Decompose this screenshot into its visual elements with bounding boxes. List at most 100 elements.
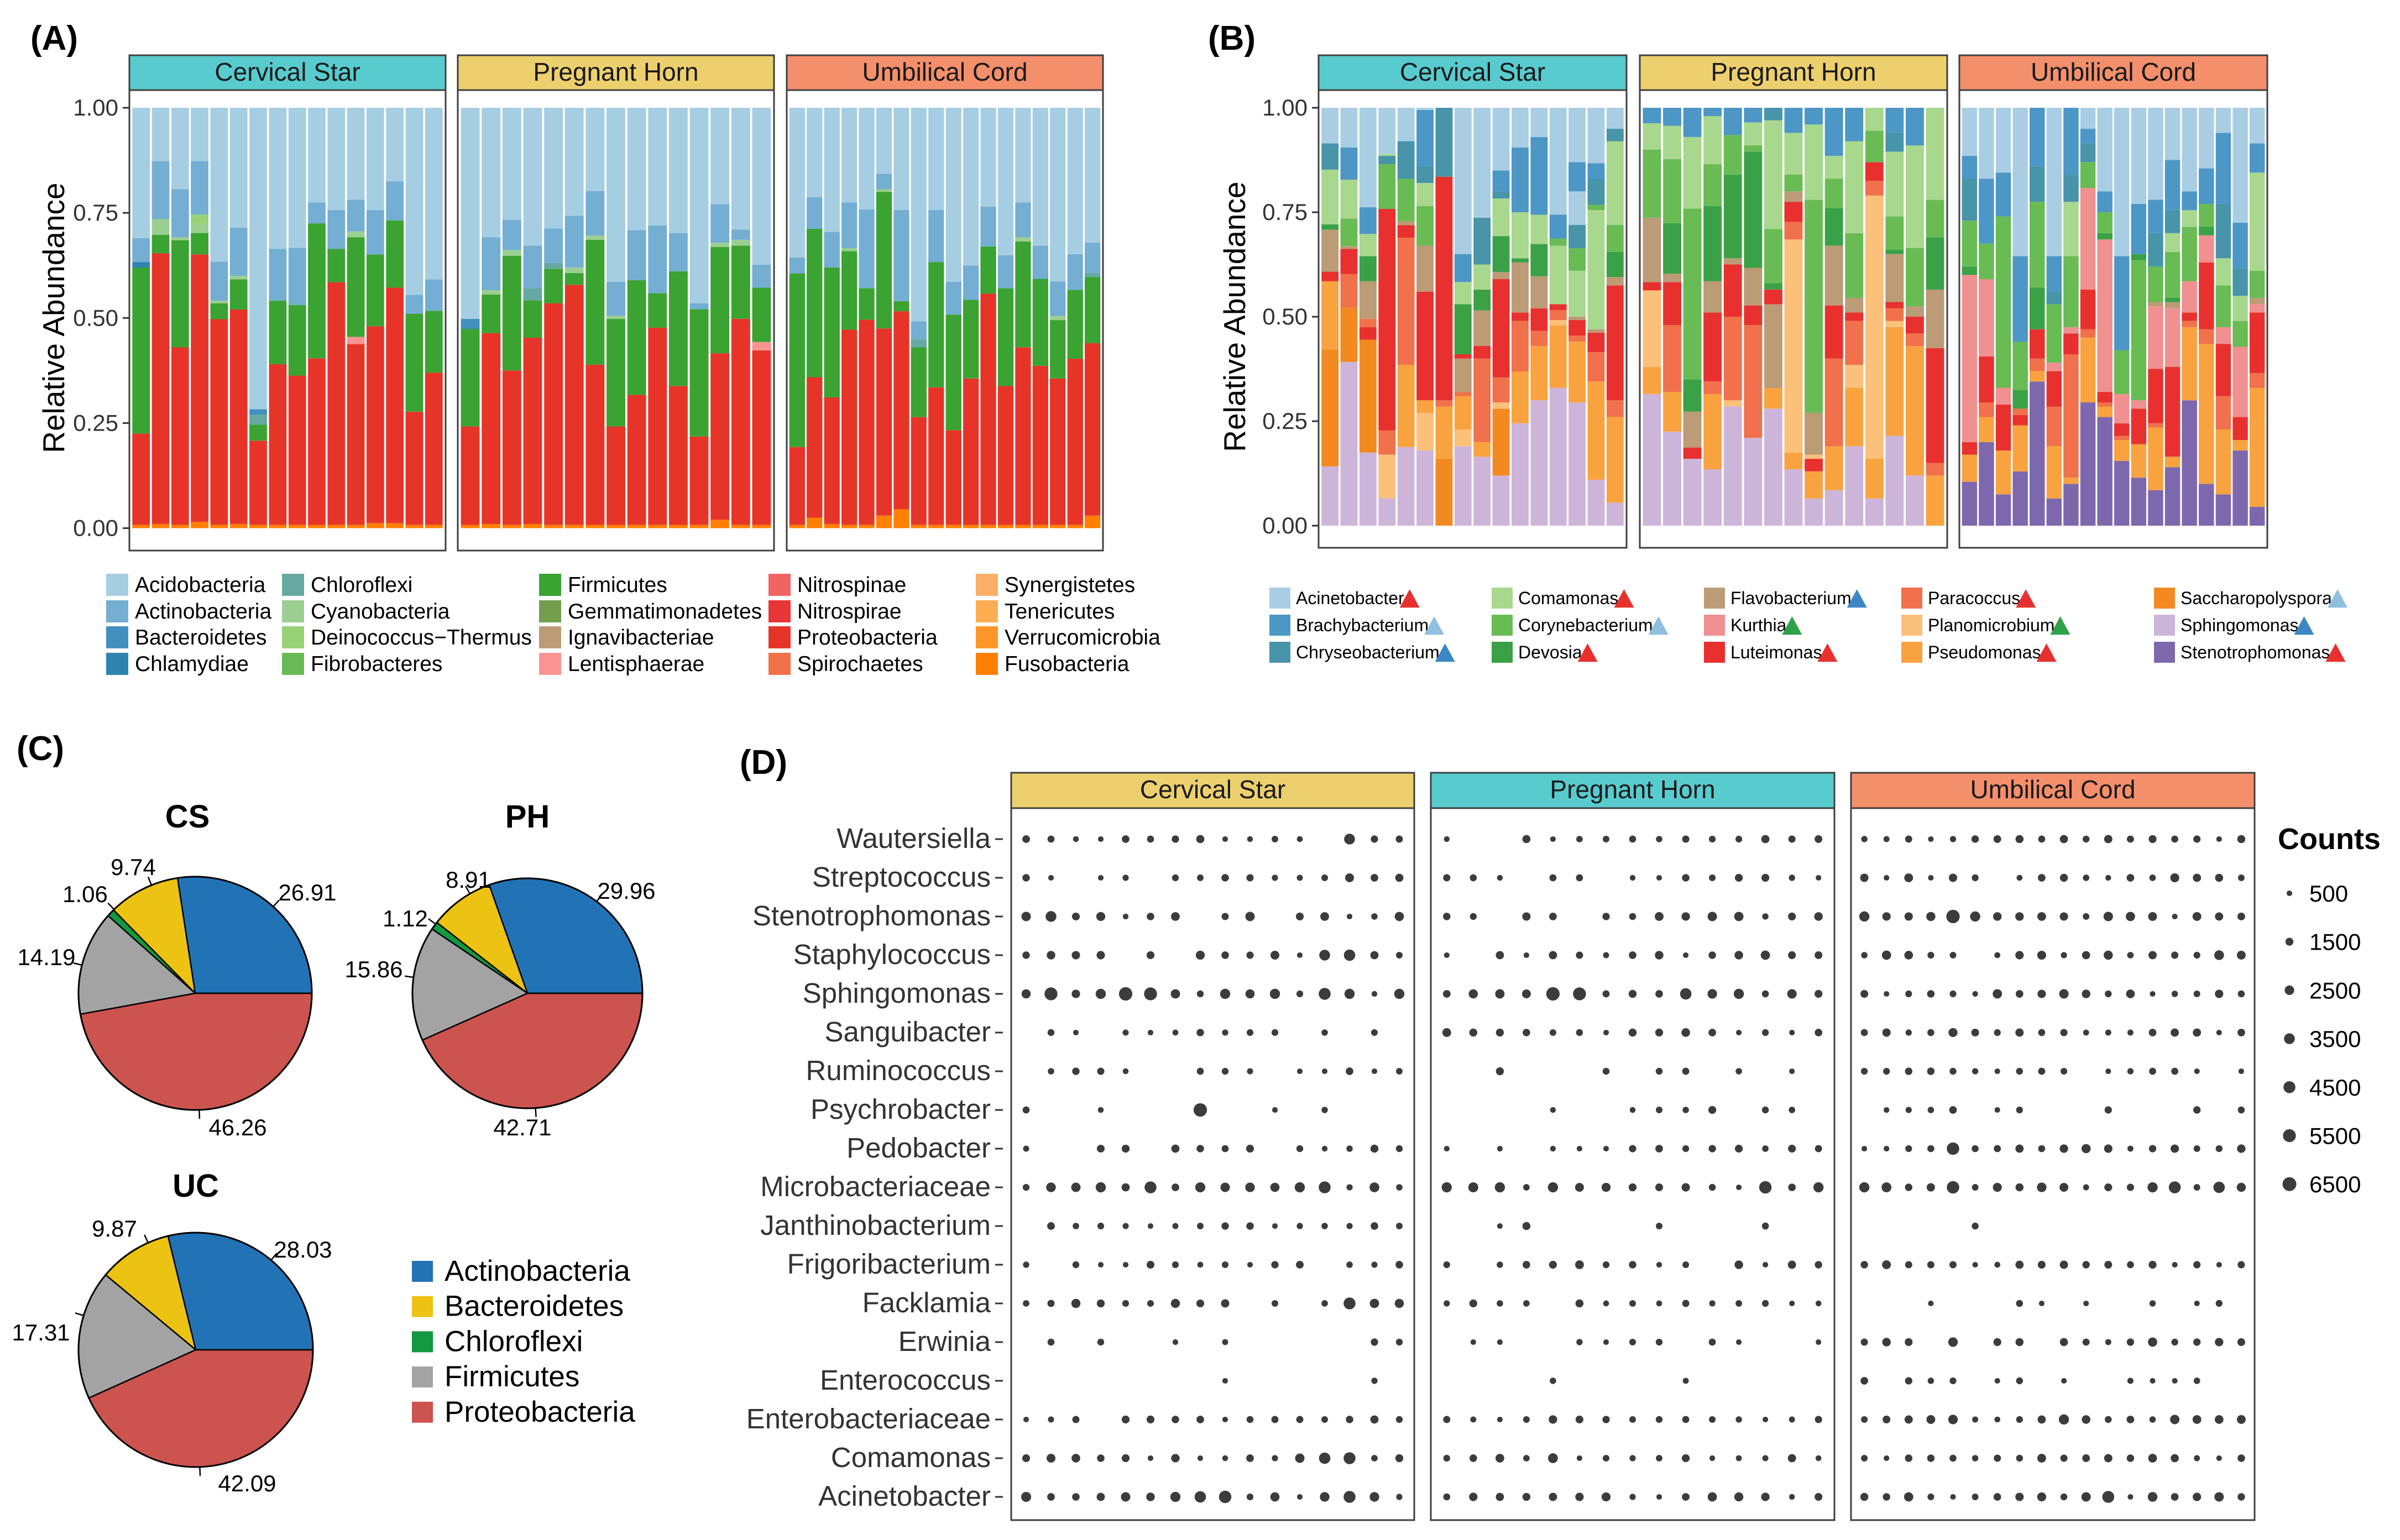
svg-text:1500: 1500 xyxy=(2309,929,2361,955)
svg-text:Ignavibacteriae: Ignavibacteriae xyxy=(568,626,714,649)
svg-text:2500: 2500 xyxy=(2309,977,2361,1003)
svg-text:0.50: 0.50 xyxy=(73,305,118,331)
svg-text:Wautersiella: Wautersiella xyxy=(836,823,991,854)
svg-text:Sphingomonas: Sphingomonas xyxy=(803,977,991,1009)
svg-text:Pseudomonas: Pseudomonas xyxy=(1928,642,2041,662)
svg-text:Umbilical Cord: Umbilical Cord xyxy=(2031,57,2196,86)
svg-text:3500: 3500 xyxy=(2309,1026,2361,1052)
svg-text:Gemmatimonadetes: Gemmatimonadetes xyxy=(568,600,762,624)
svg-text:Nitrospinae: Nitrospinae xyxy=(797,573,906,597)
svg-text:Firmicutes: Firmicutes xyxy=(568,573,667,597)
svg-text:0.00: 0.00 xyxy=(1262,512,1308,538)
svg-text:Comamonas: Comamonas xyxy=(831,1442,991,1473)
svg-text:Cyanobacteria: Cyanobacteria xyxy=(311,600,450,624)
svg-text:UC: UC xyxy=(172,1168,219,1204)
svg-text:Fusobacteria: Fusobacteria xyxy=(1005,652,1130,676)
svg-text:8.91: 8.91 xyxy=(446,867,491,893)
svg-text:Paracoccus: Paracoccus xyxy=(1928,588,2020,608)
svg-text:0.75: 0.75 xyxy=(73,200,118,226)
svg-text:42.71: 42.71 xyxy=(493,1114,551,1140)
svg-text:PH: PH xyxy=(505,799,550,835)
svg-text:(B): (B) xyxy=(1208,19,1256,57)
svg-text:Chlamydiae: Chlamydiae xyxy=(135,652,249,676)
svg-text:9.87: 9.87 xyxy=(92,1216,137,1242)
svg-text:Actinobacteria: Actinobacteria xyxy=(135,600,271,624)
svg-text:Umbilical Cord: Umbilical Cord xyxy=(1970,775,2135,804)
svg-text:Relative Abundance: Relative Abundance xyxy=(36,182,71,453)
svg-text:Facklamia: Facklamia xyxy=(862,1287,991,1318)
svg-text:Enterococcus: Enterococcus xyxy=(820,1364,991,1396)
svg-text:Proteobacteria: Proteobacteria xyxy=(445,1396,635,1428)
svg-text:Chryseobacterium: Chryseobacterium xyxy=(1296,642,1440,662)
svg-text:Actinobacteria: Actinobacteria xyxy=(445,1255,630,1287)
svg-text:Luteimonas: Luteimonas xyxy=(1730,642,1822,662)
svg-text:Synergistetes: Synergistetes xyxy=(1005,573,1135,597)
svg-text:Pregnant Horn: Pregnant Horn xyxy=(533,57,698,86)
svg-text:Saccharopolyspora: Saccharopolyspora xyxy=(2181,588,2332,608)
svg-text:0.00: 0.00 xyxy=(73,515,118,541)
svg-text:Proteobacteria: Proteobacteria xyxy=(797,626,938,649)
svg-text:Acinetobacter: Acinetobacter xyxy=(818,1480,991,1512)
svg-text:Pedobacter: Pedobacter xyxy=(846,1132,991,1164)
svg-text:14.19: 14.19 xyxy=(17,944,75,970)
svg-text:42.09: 42.09 xyxy=(218,1470,276,1496)
svg-text:Flavobacterium: Flavobacterium xyxy=(1730,588,1852,608)
svg-text:Chloroflexi: Chloroflexi xyxy=(311,573,412,597)
svg-text:28.03: 28.03 xyxy=(274,1237,332,1263)
svg-text:9.74: 9.74 xyxy=(111,854,156,880)
svg-text:1.06: 1.06 xyxy=(62,881,108,907)
svg-text:0.25: 0.25 xyxy=(73,410,118,436)
svg-text:500: 500 xyxy=(2309,881,2348,907)
svg-text:Comamonas: Comamonas xyxy=(1518,588,1618,608)
svg-text:(C): (C) xyxy=(17,730,64,768)
svg-text:Chloroflexi: Chloroflexi xyxy=(445,1325,583,1358)
svg-text:15.86: 15.86 xyxy=(344,956,402,982)
svg-text:Cervical Star: Cervical Star xyxy=(1400,57,1545,86)
svg-text:5500: 5500 xyxy=(2309,1123,2361,1149)
svg-text:Streptococcus: Streptococcus xyxy=(812,861,991,893)
svg-text:Bacteroidetes: Bacteroidetes xyxy=(135,626,266,649)
svg-text:Acidobacteria: Acidobacteria xyxy=(135,573,266,597)
svg-text:Brachybacterium: Brachybacterium xyxy=(1296,615,1429,635)
svg-text:Staphylococcus: Staphylococcus xyxy=(793,939,991,970)
svg-text:Acinetobacter: Acinetobacter xyxy=(1296,588,1404,608)
svg-text:Counts: Counts xyxy=(2278,823,2381,856)
svg-text:Stenotrophomonas: Stenotrophomonas xyxy=(2181,642,2330,662)
svg-text:Kurthia: Kurthia xyxy=(1730,615,1787,635)
svg-text:1.12: 1.12 xyxy=(383,905,428,931)
svg-text:26.91: 26.91 xyxy=(278,879,336,905)
svg-text:Psychrobacter: Psychrobacter xyxy=(811,1093,991,1125)
svg-text:Sanguibacter: Sanguibacter xyxy=(824,1016,991,1047)
svg-text:46.26: 46.26 xyxy=(208,1114,266,1140)
svg-text:Devosia: Devosia xyxy=(1518,642,1582,662)
svg-text:Microbacteriaceae: Microbacteriaceae xyxy=(760,1171,991,1202)
svg-text:Bacteroidetes: Bacteroidetes xyxy=(445,1290,624,1323)
svg-text:0.25: 0.25 xyxy=(1262,408,1308,434)
svg-text:Firmicutes: Firmicutes xyxy=(445,1360,579,1393)
svg-text:Cervical Star: Cervical Star xyxy=(1140,775,1285,804)
svg-text:Fibrobacteres: Fibrobacteres xyxy=(311,652,442,676)
svg-text:1.00: 1.00 xyxy=(73,95,118,121)
svg-text:Relative Abundance: Relative Abundance xyxy=(1217,181,1252,452)
svg-text:4500: 4500 xyxy=(2309,1075,2361,1101)
svg-text:Janthinobacterium: Janthinobacterium xyxy=(760,1209,991,1241)
svg-text:Deinococcus−Thermus: Deinococcus−Thermus xyxy=(311,626,532,649)
svg-text:6500: 6500 xyxy=(2309,1171,2361,1197)
svg-text:(D): (D) xyxy=(740,743,787,782)
svg-text:Stenotrophomonas: Stenotrophomonas xyxy=(752,900,991,931)
svg-text:Ruminococcus: Ruminococcus xyxy=(806,1055,991,1086)
svg-text:Planomicrobium: Planomicrobium xyxy=(1928,615,2054,635)
svg-text:Umbilical Cord: Umbilical Cord xyxy=(862,57,1027,86)
svg-text:Pregnant Horn: Pregnant Horn xyxy=(1711,57,1876,86)
svg-text:Tenericutes: Tenericutes xyxy=(1005,600,1115,624)
svg-text:(A): (A) xyxy=(30,19,78,57)
svg-text:Erwinia: Erwinia xyxy=(898,1326,991,1357)
svg-text:17.31: 17.31 xyxy=(12,1319,70,1345)
svg-text:Spirochaetes: Spirochaetes xyxy=(797,652,923,676)
svg-text:0.75: 0.75 xyxy=(1262,199,1308,225)
svg-text:Sphingomonas: Sphingomonas xyxy=(2181,615,2298,635)
svg-text:Nitrospirae: Nitrospirae xyxy=(797,600,902,624)
svg-text:CS: CS xyxy=(165,799,210,835)
svg-text:29.96: 29.96 xyxy=(597,878,655,904)
svg-text:Enterobacteriaceae: Enterobacteriaceae xyxy=(746,1403,991,1434)
